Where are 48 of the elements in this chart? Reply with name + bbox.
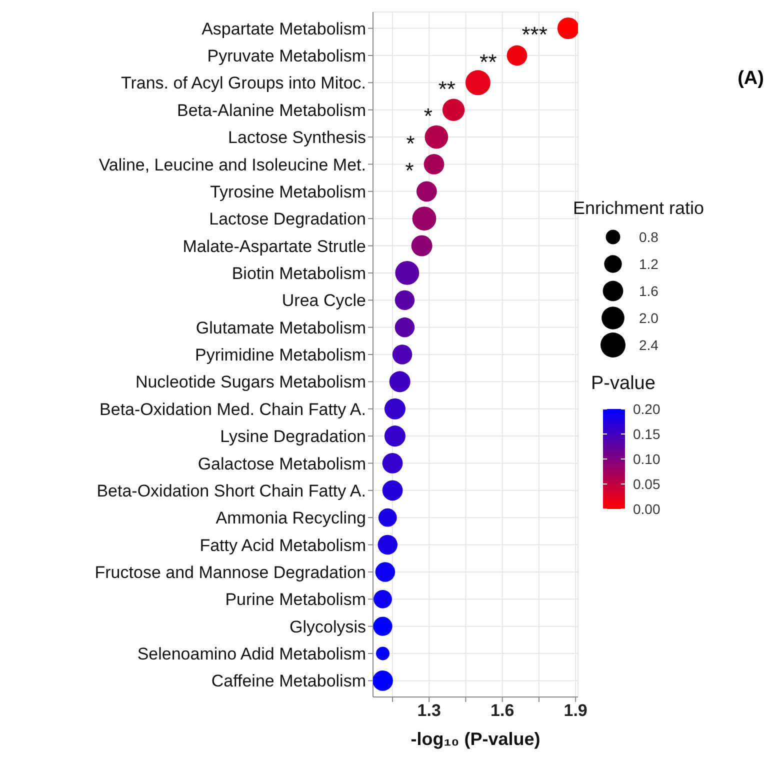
y-tick-label: Fructose and Mannose Degradation <box>94 562 366 582</box>
annotation: * <box>406 130 416 156</box>
y-tick-label: Tyrosine Metabolism <box>210 182 366 202</box>
y-tick-label: Lactose Degradation <box>209 210 366 229</box>
y-tick-label: Glycolysis <box>289 617 366 636</box>
y-tick-label: Pyruvate Metabolism <box>207 46 366 66</box>
y-tick-label: Malate-Aspartate Strutle <box>182 236 366 256</box>
x-tick-label: 1.3 <box>417 701 441 720</box>
annotation: *** <box>522 22 548 48</box>
color-bar-title: P-value <box>591 373 656 395</box>
y-tick-label: Selenoamino Adid Metabolism <box>137 644 366 664</box>
annotation: ** <box>480 49 498 74</box>
legend-label: 0.8 <box>639 229 659 245</box>
y-tick-label: Beta-Oxidation Med. Chain Fatty A. <box>100 400 366 419</box>
color-bar-label: 0.00 <box>633 501 660 517</box>
y-tick-label: Nucleotide Sugars Metabolism <box>135 372 366 392</box>
legend-title: Enrichment ratio <box>573 198 706 219</box>
legend-label: 1.6 <box>639 283 659 299</box>
y-tick-label: Pyrimidine Metabolism <box>195 346 366 365</box>
x-tick-label: 1.6 <box>490 701 514 720</box>
y-tick-label: Aspartate Metabolism <box>202 19 366 38</box>
y-tick-label: Beta-Alanine Metabolism <box>177 100 366 120</box>
color-bar-label: 0.10 <box>633 451 660 467</box>
legend-label: 2.4 <box>639 337 659 353</box>
y-tick-label: Caffeine Metabolism <box>211 672 366 691</box>
y-tick-label: Fatty Acid Metabolism <box>200 536 366 555</box>
y-tick-label: Trans. of Acyl Groups into Mitoc. <box>120 74 366 93</box>
x-axis-title: -log₁₀ (P-value) <box>410 729 540 749</box>
x-tick-label: 1.9 <box>564 701 588 720</box>
y-tick-label: Glutamate Metabolism <box>196 318 366 338</box>
legend-label: 1.2 <box>639 256 659 272</box>
y-tick-label: Galactose Metabolism <box>198 454 366 474</box>
y-tick-label: Beta-Oxidation Short Chain Fatty A. <box>96 481 366 500</box>
annotation: * <box>424 104 433 129</box>
y-tick-label: Purine Metabolism <box>225 590 366 610</box>
color-bar-label: 0.20 <box>633 401 660 417</box>
y-tick-label: Ammonia Recycling <box>216 508 366 528</box>
y-tick-label: Urea Cycle <box>282 291 366 310</box>
y-tick-label: Lysine Degradation <box>220 427 366 446</box>
legend-label: 2.0 <box>639 310 659 326</box>
annotation: * <box>405 158 414 184</box>
text: (A) <box>738 68 764 90</box>
color-bar-label: 0.15 <box>633 426 660 442</box>
color-bar-label: 0.05 <box>633 476 660 492</box>
y-tick-label: Lactose Synthesis <box>228 128 366 148</box>
annotation: ** <box>438 76 456 102</box>
y-tick-label: Biotin Metabolism <box>232 264 366 283</box>
y-tick-label: Valine, Leucine and Isoleucine Met. <box>98 155 366 174</box>
